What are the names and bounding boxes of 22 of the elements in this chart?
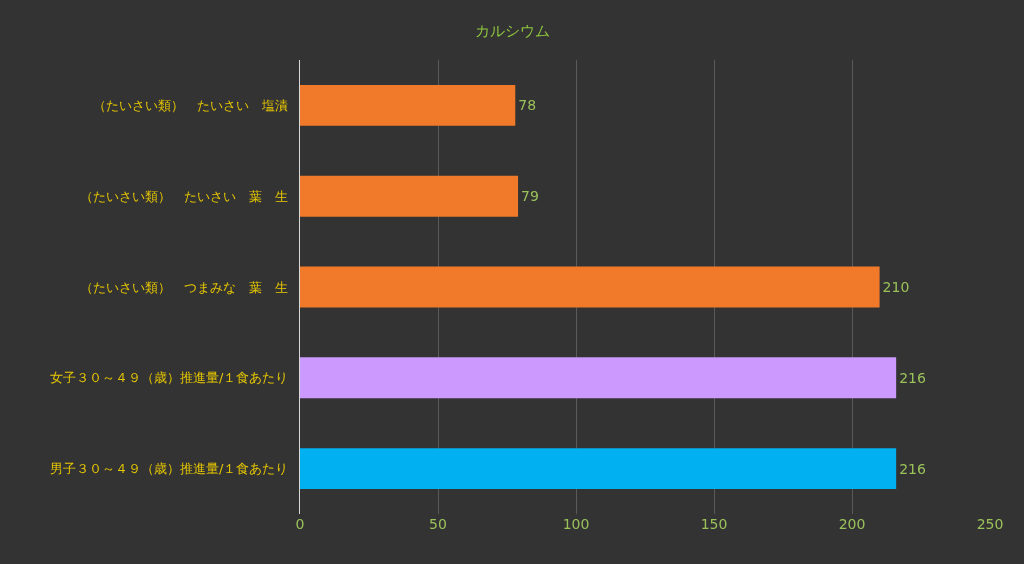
- x-tick-label: 150: [700, 516, 728, 532]
- data-label: 210: [882, 279, 910, 295]
- data-label: 216: [899, 369, 926, 386]
- bar: [300, 84, 516, 126]
- y-tick-label: （たいさい類） たいさい 塩漬: [93, 97, 289, 113]
- data-label: 216: [899, 460, 926, 477]
- data-label: 78: [518, 97, 537, 114]
- bar: [300, 357, 897, 399]
- bar: [300, 175, 519, 217]
- chart-title: カルシウム: [474, 21, 550, 40]
- x-tick-label: 50: [429, 516, 447, 532]
- data-label: 79: [521, 188, 539, 205]
- y-tick-label: （たいさい類） つまみな 葉 生: [80, 279, 289, 295]
- x-tick-label: 0: [295, 516, 305, 532]
- y-tick-label: 男子３０～４９（歳）推進量/１食あたり: [50, 461, 289, 477]
- x-tick-label: 200: [838, 516, 866, 532]
- x-tick-label: 250: [976, 516, 1004, 532]
- x-tick-label: 100: [562, 516, 590, 532]
- y-tick-label: 女子３０～４９（歳）推進量/１食あたり: [50, 370, 289, 386]
- bar: [300, 448, 897, 490]
- bar: [300, 266, 880, 308]
- y-tick-label: （たいさい類） たいさい 葉 生: [80, 188, 289, 204]
